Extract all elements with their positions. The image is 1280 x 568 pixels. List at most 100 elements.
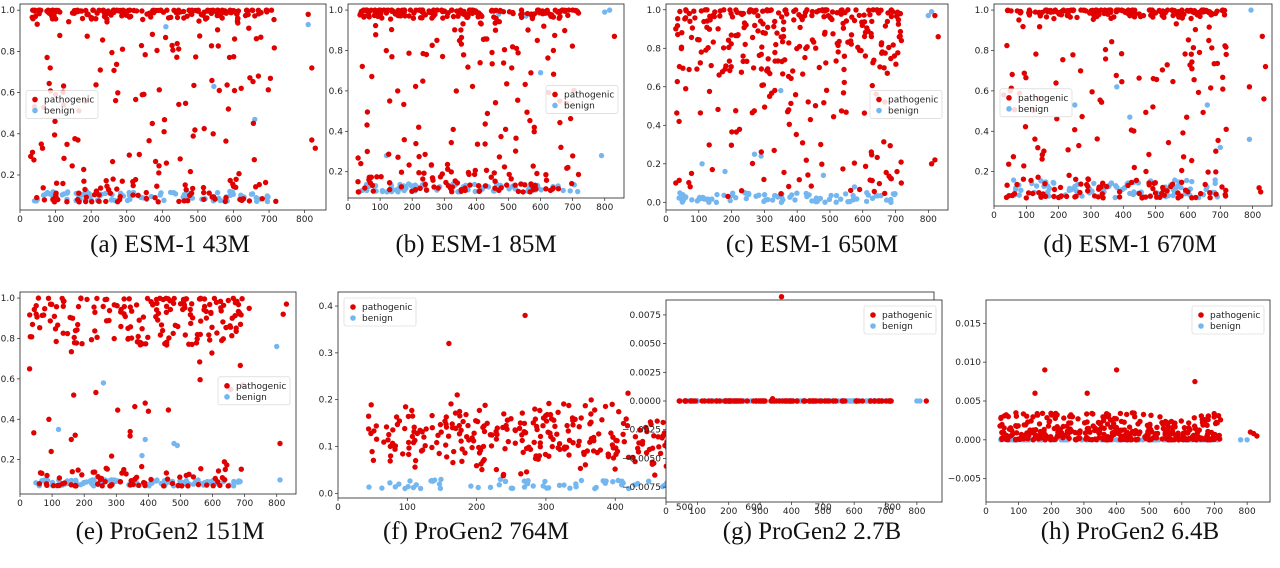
pathogenic-point [205,7,211,13]
pathogenic-point [397,13,403,19]
pathogenic-point [1027,427,1033,433]
pathogenic-point [1005,413,1011,420]
chart-a: 0 100 200 300 400 500 600 700 800 0.2 0.4 0.6 0.8 1.0… [1,3,327,225]
pathogenic-point [246,198,253,204]
pathogenic-point [223,138,229,144]
pathogenic-point [174,40,180,47]
benign-point [567,188,573,194]
x-tick-label: 800 [1239,507,1256,517]
pathogenic-point [458,8,464,14]
pathogenic-point [1154,424,1160,430]
pathogenic-point [389,54,395,60]
pathogenic-point [395,154,401,160]
pathogenic-point [1033,427,1039,433]
pathogenic-point [386,151,392,157]
pathogenic-point [143,189,149,196]
pathogenic-point [1169,425,1176,431]
benign-point [172,191,179,197]
pathogenic-point [191,82,197,89]
pathogenic-point [109,49,115,56]
pathogenic-point [464,13,470,20]
pathogenic-point [1140,411,1147,418]
pathogenic-point [359,63,365,70]
benign-point [1244,437,1250,443]
pathogenic-point [515,97,521,103]
benign-point [126,189,132,196]
pathogenic-point [267,75,274,82]
pathogenic-point [1198,413,1205,419]
pathogenic-point [222,198,228,205]
pathogenic-point [550,71,557,77]
pathogenic-point [230,181,236,187]
pathogenic-point [1247,429,1254,435]
pathogenic-point [1133,428,1139,434]
pathogenic-point [111,7,118,14]
pathogenic-point [31,157,37,163]
pathogenic-point [55,7,61,14]
x-tick-label: 0 [983,507,989,517]
pathogenic-point [197,33,203,39]
pathogenic-point [530,163,536,169]
pathogenic-point [103,198,109,205]
pathogenic-point [497,7,503,14]
pathogenic-point [1020,411,1027,417]
pathogenic-point [489,61,495,67]
pathogenic-point [1217,436,1223,442]
pathogenic-point [1174,432,1181,438]
legend-label-pathogenic: pathogenic [1210,311,1260,321]
pathogenic-point [1105,434,1111,440]
pathogenic-point [1032,390,1038,396]
pathogenic-point [484,110,491,117]
pathogenic-point [93,82,99,88]
pathogenic-point [1081,420,1088,426]
pathogenic-point [1068,412,1074,418]
pathogenic-point [139,8,145,14]
pathogenic-point [501,164,508,170]
pathogenic-point [214,27,221,33]
pathogenic-point [82,186,88,193]
pathogenic-point [156,163,162,169]
pathogenic-point [420,50,426,57]
benign-point [163,24,169,30]
pathogenic-point [527,117,533,124]
pathogenic-point [1090,411,1096,417]
y-tick-label: 0.8 [329,46,344,56]
pathogenic-point [1048,410,1054,416]
pathogenic-point [1110,429,1117,436]
pathogenic-point [210,8,216,14]
x-tick-label: 700 [260,215,277,225]
pathogenic-point [259,196,265,202]
pathogenic-point [34,194,40,201]
pathogenic-point [89,199,95,205]
pathogenic-point [1212,431,1218,438]
pathogenic-point [501,47,508,53]
pathogenic-point [475,183,482,189]
pathogenic-point [1211,414,1217,420]
pathogenic-point [454,8,460,14]
pathogenic-point [81,178,87,184]
pathogenic-point [357,12,363,18]
pathogenic-point [1052,415,1059,422]
pathogenic-point [189,7,195,13]
benign-point [181,192,187,198]
pathogenic-point [1162,418,1169,425]
pathogenic-point [113,61,120,67]
pathogenic-point [61,155,67,161]
pathogenic-point [379,15,385,21]
pathogenic-point [1036,421,1043,427]
pathogenic-point [193,54,199,60]
pathogenic-point [66,19,72,25]
pathogenic-point [417,15,424,21]
pathogenic-point [152,195,158,201]
pathogenic-point [182,182,188,188]
pathogenic-point [126,152,132,158]
pathogenic-point [1061,415,1067,421]
pathogenic-point [32,7,38,13]
pathogenic-point [364,109,371,115]
pathogenic-point [509,65,515,71]
pathogenic-point [309,137,315,143]
pathogenic-point [83,198,89,205]
pathogenic-point [149,120,155,127]
x-tick-label: 100 [1010,507,1027,517]
pathogenic-point [439,53,446,60]
